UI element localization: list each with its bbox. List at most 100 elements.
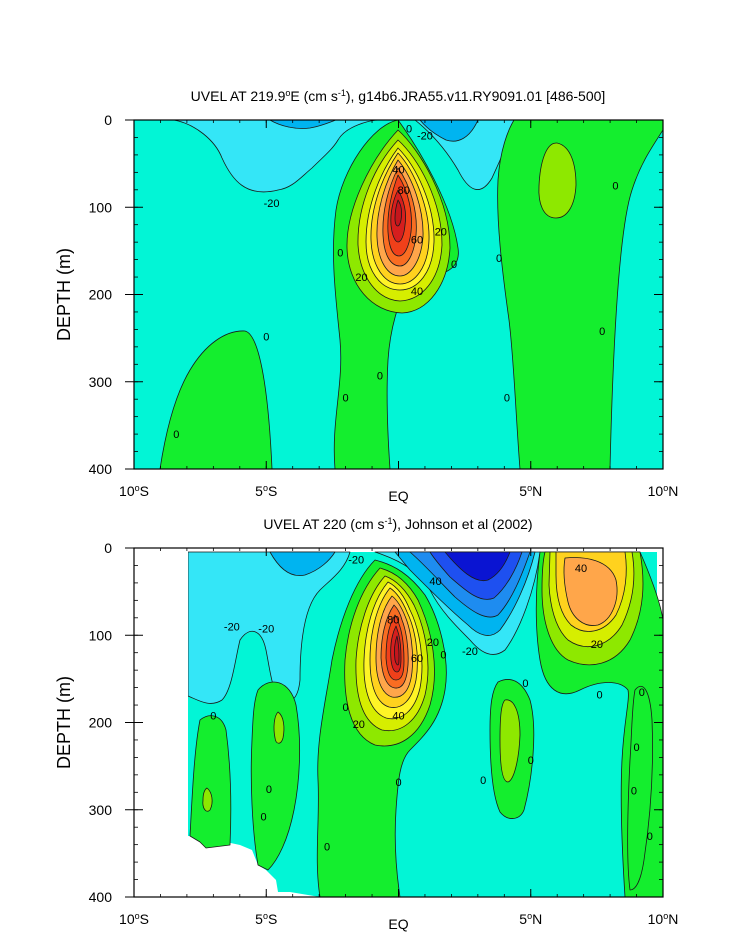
contour-label: -20 bbox=[348, 554, 364, 566]
contour-label: 0 bbox=[263, 331, 269, 343]
x-tick-degree: o bbox=[527, 911, 532, 921]
contour-label: 0 bbox=[639, 687, 645, 699]
y-tick-label: 400 bbox=[89, 461, 113, 477]
filled-contours bbox=[134, 120, 663, 469]
x-tick-hemisphere: N bbox=[532, 911, 542, 927]
negative-region-surface-west bbox=[173, 120, 381, 193]
contour-label: 0 bbox=[612, 180, 618, 192]
contour-label: 0 bbox=[210, 711, 216, 723]
contour-label: 40 bbox=[575, 563, 587, 575]
filled-contours bbox=[187, 551, 663, 897]
x-tick-label: 10oS bbox=[119, 911, 149, 927]
y-axis-label: DEPTH (m) bbox=[54, 676, 74, 769]
contour-label: -20 bbox=[417, 131, 433, 143]
contour-label: -20 bbox=[258, 623, 274, 635]
ncc-40 bbox=[563, 557, 618, 626]
contour-label: 0 bbox=[261, 812, 267, 824]
x-tick-hemisphere: EQ bbox=[388, 916, 408, 932]
contour-label: 40 bbox=[411, 286, 423, 298]
chart-title: UVEL AT 220 (cm s-1), Johnson et al (200… bbox=[263, 516, 532, 532]
contour-label: 0 bbox=[504, 392, 510, 404]
y-tick-label: 0 bbox=[104, 112, 112, 128]
contour-label: 0 bbox=[377, 371, 383, 383]
x-tick-number: 5 bbox=[255, 483, 263, 499]
nsc-core bbox=[444, 551, 511, 582]
contour-label: -20 bbox=[462, 646, 478, 658]
x-tick-hemisphere: N bbox=[668, 483, 678, 499]
positive-region-east-core bbox=[538, 142, 577, 219]
negative-core-surface bbox=[419, 120, 479, 142]
x-tick-number: 5 bbox=[255, 911, 263, 927]
x-tick-number: 10 bbox=[119, 911, 135, 927]
x-tick-label: 10oN bbox=[648, 483, 679, 499]
x-tick-number: 10 bbox=[648, 483, 664, 499]
x-tick-degree: o bbox=[135, 483, 140, 493]
contour-label: 0 bbox=[647, 831, 653, 843]
contour-label: 20 bbox=[355, 272, 367, 284]
contour-label: 0 bbox=[528, 755, 534, 767]
x-tick-hemisphere: S bbox=[140, 911, 149, 927]
contour-label: 0 bbox=[599, 326, 605, 338]
contour-label: 0 bbox=[440, 649, 446, 661]
y-tick-label: 400 bbox=[89, 889, 113, 905]
x-tick-label: EQ bbox=[388, 916, 408, 932]
contour-label: 80 bbox=[387, 615, 399, 627]
x-tick-degree: o bbox=[263, 911, 268, 921]
x-tick-label: 5oN bbox=[519, 911, 542, 927]
positive-small-cell-2 bbox=[202, 787, 213, 812]
contour-field bbox=[134, 120, 663, 469]
contour-label: 0 bbox=[395, 777, 401, 789]
x-tick-hemisphere: S bbox=[268, 911, 277, 927]
contour-label: -20 bbox=[224, 622, 240, 634]
contour-label: 0 bbox=[631, 786, 637, 798]
positive-stripe-southwest bbox=[189, 715, 232, 849]
euc-core bbox=[394, 199, 402, 227]
y-tick-label: 300 bbox=[89, 374, 113, 390]
positive-stripe-north bbox=[627, 685, 653, 891]
x-tick-hemisphere: N bbox=[668, 911, 678, 927]
contour-label: 0 bbox=[633, 742, 639, 754]
contour-label: 0 bbox=[406, 124, 412, 136]
y-tick-label: 200 bbox=[89, 715, 113, 731]
x-tick-number: 10 bbox=[119, 483, 135, 499]
x-tick-hemisphere: S bbox=[268, 483, 277, 499]
contour-labels: 0 -20 -20 40 80 60 20 20 40 0 0 0 0 0 0 0 0 0 0 bbox=[173, 124, 618, 441]
contour-label: 40 bbox=[392, 711, 404, 723]
y-tick-label: 0 bbox=[104, 540, 112, 556]
contour-label: -20 bbox=[264, 198, 280, 210]
y-tick-label: 300 bbox=[89, 802, 113, 818]
euc-core bbox=[394, 635, 400, 666]
x-tick-degree: o bbox=[663, 911, 668, 921]
contour-field bbox=[134, 548, 663, 897]
x-tick-label: 5oS bbox=[255, 911, 277, 927]
contour-label: 80 bbox=[398, 185, 410, 197]
negative-region-west-deep bbox=[269, 551, 336, 577]
x-tick-degree: o bbox=[527, 483, 532, 493]
positive-region-mid-core bbox=[499, 699, 521, 783]
positive-region-south bbox=[134, 330, 273, 469]
x-tick-hemisphere: S bbox=[140, 483, 149, 499]
x-tick-number: 10 bbox=[648, 911, 664, 927]
contour-label: 0 bbox=[173, 429, 179, 441]
contour-label: 40 bbox=[429, 576, 441, 588]
y-tick-label: 200 bbox=[89, 287, 113, 303]
contour-label: 0 bbox=[480, 775, 486, 787]
chart-panel-observed: UVEL AT 220 (cm s-1), Johnson et al (200… bbox=[54, 516, 678, 932]
positive-small-cell bbox=[273, 711, 285, 744]
y-tick-label: 100 bbox=[89, 627, 113, 643]
contour-label: 0 bbox=[337, 248, 343, 260]
x-tick-label: EQ bbox=[388, 488, 408, 504]
y-axis-label: DEPTH (m) bbox=[54, 248, 74, 341]
positive-stripe-south bbox=[250, 681, 300, 871]
x-tick-number: 5 bbox=[519, 911, 527, 927]
contour-label: 0 bbox=[266, 784, 272, 796]
contour-label: 20 bbox=[435, 227, 447, 239]
contour-label: 60 bbox=[411, 235, 423, 247]
contour-label: 20 bbox=[353, 719, 365, 731]
chart-panel-model: UVEL AT 219.9oE (cm s-1), g14b6.JRA55.v1… bbox=[54, 88, 678, 504]
contour-label: 0 bbox=[343, 702, 349, 714]
